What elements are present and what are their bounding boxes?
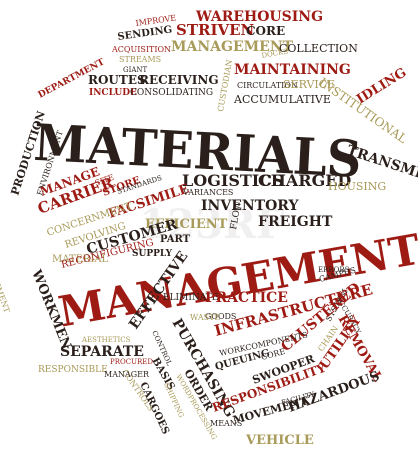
word-receiving: RECEIVING [139,73,219,87]
word-accumulative: ACCUMULATIVE [233,93,331,106]
word-inventory: INVENTORY [201,198,299,214]
word-custodian: CUSTODIAN [216,59,234,112]
word-warehousing: WAREHOUSING [195,9,323,25]
word-separate: SEPARATE [60,344,144,360]
word-circulation: CIRCULATION [237,81,298,90]
word-eliminate: ELIMINATE [163,293,218,303]
word-material: MATERIAL [52,254,109,265]
word-waste: WASTE [190,313,220,322]
watermark: 123RF [139,201,284,248]
word-vehicle: VEHICLE [245,433,314,448]
word-manager: MANAGER [104,370,150,379]
word-supply: SUPPLY [132,249,173,259]
word-errors: ERRORS [318,266,350,274]
word-procurement: PROCUREMENT [0,246,12,315]
word-logistics: LOGISTICS [182,171,284,190]
word-sending: SENDING [117,24,173,43]
word-freight: FREIGHT [258,214,333,230]
word-goods: GOODS [205,312,236,321]
word-aesthetics: AESTHETICS [81,336,131,344]
word-idling: IDLING [354,65,409,107]
word-maintaining: MAINTAINING [234,62,351,78]
word-management-top: MANAGEMENT [171,39,294,55]
word-part: PART [160,234,191,245]
word-core-top: CORE [246,24,285,38]
word-charged: CHARGED [258,171,351,190]
word-consolidating: CONSOLIDATING [130,88,213,98]
word-efficient: EFFICIENT [145,217,228,232]
word-acquisition: ACQUISITION [111,45,171,54]
word-include: INCLUDE [89,88,137,98]
word-housing: HOUSING [328,180,386,193]
word-variances: VARIANCES [182,188,233,197]
word-collection: COLLECTION [279,42,358,55]
word-means: MEANS [210,419,242,428]
word-responsible: RESPONSIBLE [38,365,108,375]
word-routes: ROUTES [88,73,146,87]
word-striven: STRIVEN [176,21,255,39]
word-streams: STREAMS [119,55,161,64]
word-practice: PRACTICE [205,290,288,306]
word-procured: PROCURED [110,358,153,366]
word-service: SERVICE [283,78,335,91]
word-giant: GIANT [123,66,148,74]
